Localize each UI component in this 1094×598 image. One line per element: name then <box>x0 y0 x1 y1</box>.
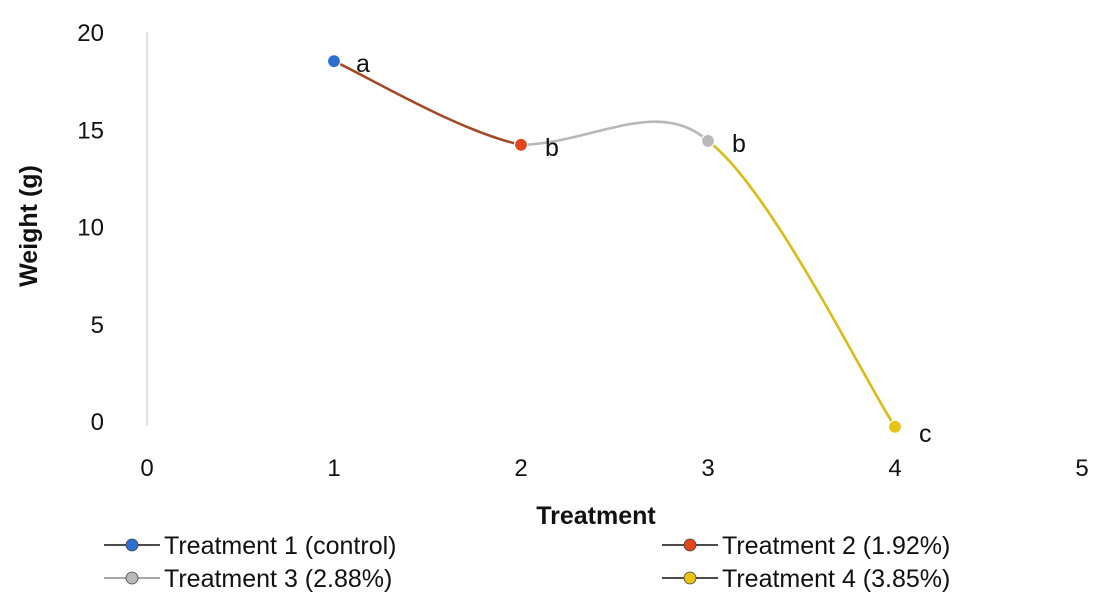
x-tick-label: 3 <box>701 455 714 482</box>
legend-label: Treatment 1 (control) <box>164 532 396 560</box>
legend-marker <box>125 571 139 585</box>
y-tick-label: 20 <box>77 20 104 47</box>
legend-item: Treatment 2 (1.92%) <box>662 532 950 560</box>
x-axis-ticks: 0 1 2 3 4 5 <box>140 455 1088 482</box>
legend-marker <box>683 571 697 585</box>
data-point <box>326 54 342 69</box>
legend-label: Treatment 2 (1.92%) <box>722 532 950 560</box>
y-axis-ticks: 0 5 10 15 20 <box>77 20 104 436</box>
y-tick-label: 15 <box>77 117 104 144</box>
line-segment <box>332 59 523 147</box>
data-point <box>887 419 903 434</box>
legend-marker <box>683 538 697 552</box>
legend-item: Treatment 1 (control) <box>104 532 396 560</box>
y-tick-label: 10 <box>77 215 104 242</box>
x-tick-label: 0 <box>140 455 153 482</box>
data-markers <box>326 54 903 434</box>
x-tick-label: 2 <box>514 455 527 482</box>
x-axis-title: Treatment <box>536 502 656 530</box>
legend: Treatment 1 (control) Treatment 2 (1.92%)… <box>104 532 950 593</box>
data-label: b <box>545 134 559 162</box>
legend-label: Treatment 3 (2.88%) <box>164 565 392 593</box>
data-labels: a b b c <box>356 50 932 448</box>
line-segment <box>519 120 710 147</box>
data-label: a <box>356 50 370 78</box>
data-label: b <box>732 130 746 158</box>
line-segments <box>332 59 897 429</box>
y-axis-title: Weight (g) <box>15 165 43 287</box>
y-tick-label: 5 <box>91 312 104 339</box>
line-segment <box>706 139 897 429</box>
data-point <box>513 137 529 152</box>
legend-item: Treatment 3 (2.88%) <box>104 565 392 593</box>
x-tick-label: 1 <box>327 455 340 482</box>
y-tick-label: 0 <box>91 409 104 436</box>
data-point <box>700 133 716 149</box>
legend-marker <box>125 538 139 552</box>
data-label: c <box>919 420 932 448</box>
legend-item: Treatment 4 (3.85%) <box>662 565 950 593</box>
x-tick-label: 5 <box>1075 455 1088 482</box>
legend-label: Treatment 4 (3.85%) <box>722 565 950 593</box>
x-tick-label: 4 <box>888 455 901 482</box>
